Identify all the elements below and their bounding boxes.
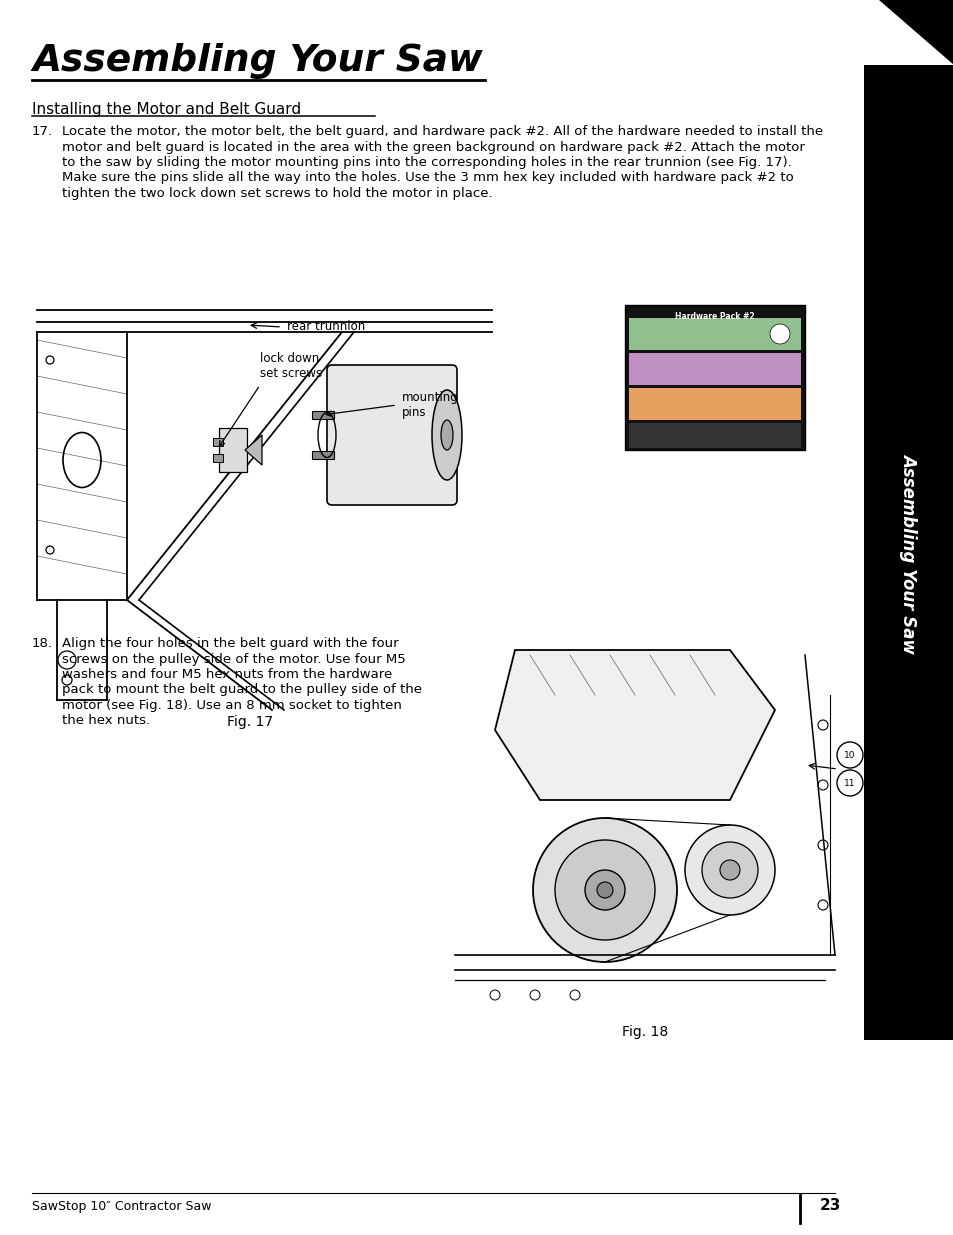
Circle shape <box>584 869 624 910</box>
Circle shape <box>555 840 655 940</box>
Text: mounting
pins: mounting pins <box>401 391 458 419</box>
Circle shape <box>701 842 758 898</box>
Circle shape <box>533 818 677 962</box>
Bar <box>624 305 804 450</box>
Bar <box>628 424 801 448</box>
Text: motor (see Fig. 18). Use an 8 mm socket to tighten: motor (see Fig. 18). Use an 8 mm socket … <box>62 699 401 713</box>
Text: 11: 11 <box>843 778 855 788</box>
Text: to the saw by sliding the motor mounting pins into the corresponding holes in th: to the saw by sliding the motor mounting… <box>62 156 791 169</box>
Text: Align the four holes in the belt guard with the four: Align the four holes in the belt guard w… <box>62 637 398 650</box>
Text: motor and belt guard is located in the area with the green background on hardwar: motor and belt guard is located in the a… <box>62 141 804 153</box>
Text: Assembling Your Saw: Assembling Your Saw <box>32 43 482 79</box>
Polygon shape <box>245 435 262 466</box>
Bar <box>628 353 801 385</box>
Circle shape <box>769 324 789 345</box>
Text: 18.: 18. <box>32 637 53 650</box>
Ellipse shape <box>440 420 453 450</box>
Polygon shape <box>878 0 953 65</box>
Text: rear trunnion: rear trunnion <box>287 321 365 333</box>
Bar <box>628 388 801 420</box>
Text: SawStop 10″ Contractor Saw: SawStop 10″ Contractor Saw <box>32 1200 212 1213</box>
FancyBboxPatch shape <box>327 366 456 505</box>
Circle shape <box>836 769 862 797</box>
Bar <box>312 451 334 459</box>
Text: screws on the pulley side of the motor. Use four M5: screws on the pulley side of the motor. … <box>62 652 405 666</box>
Bar <box>213 454 223 462</box>
Text: lock down
set screws: lock down set screws <box>260 352 322 380</box>
Text: Hardware Pack #2: Hardware Pack #2 <box>675 312 754 321</box>
Text: Fig. 18: Fig. 18 <box>621 1025 667 1039</box>
Ellipse shape <box>432 390 461 480</box>
Bar <box>213 438 223 446</box>
Text: tighten the two lock down set screws to hold the motor in place.: tighten the two lock down set screws to … <box>62 186 492 200</box>
Text: washers and four M5 hex nuts from the hardware: washers and four M5 hex nuts from the ha… <box>62 668 392 680</box>
Circle shape <box>836 742 862 768</box>
Bar <box>219 429 247 472</box>
Bar <box>628 317 801 350</box>
Text: the hex nuts.: the hex nuts. <box>62 715 150 727</box>
Text: Locate the motor, the motor belt, the belt guard, and hardware pack #2. All of t: Locate the motor, the motor belt, the be… <box>62 125 822 138</box>
Text: pack to mount the belt guard to the pulley side of the: pack to mount the belt guard to the pull… <box>62 683 421 697</box>
Text: 17.: 17. <box>32 125 53 138</box>
Text: Fig. 17: Fig. 17 <box>227 715 273 729</box>
Text: Installing the Motor and Belt Guard: Installing the Motor and Belt Guard <box>32 103 301 117</box>
Text: 10: 10 <box>843 751 855 760</box>
Circle shape <box>597 882 613 898</box>
Text: 23: 23 <box>820 1198 841 1213</box>
Circle shape <box>684 825 774 915</box>
Polygon shape <box>495 650 774 800</box>
Text: Assembling Your Saw: Assembling Your Saw <box>899 452 917 652</box>
Text: Make sure the pins slide all the way into the holes. Use the 3 mm hex key includ: Make sure the pins slide all the way int… <box>62 172 793 184</box>
Bar <box>312 411 334 419</box>
Circle shape <box>720 860 740 881</box>
Bar <box>863 65 953 1040</box>
